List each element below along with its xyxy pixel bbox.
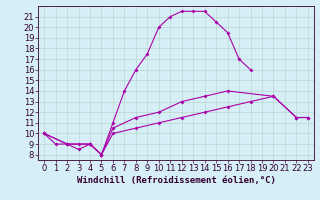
X-axis label: Windchill (Refroidissement éolien,°C): Windchill (Refroidissement éolien,°C) xyxy=(76,176,276,185)
